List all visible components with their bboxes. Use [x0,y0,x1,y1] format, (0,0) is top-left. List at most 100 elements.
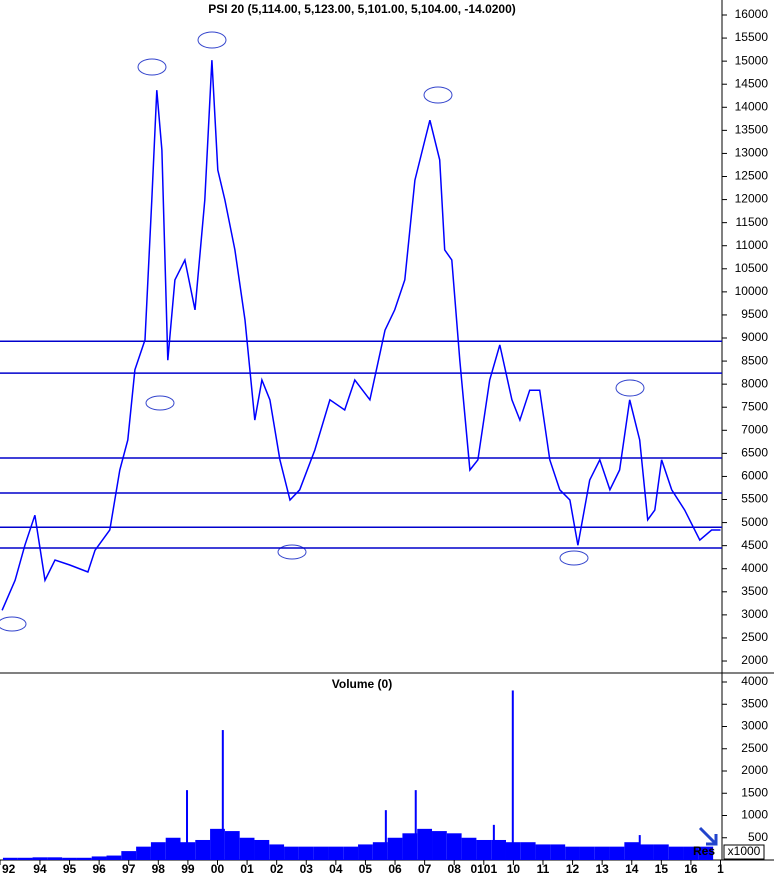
bull-icon [277,544,307,560]
volume-bar [358,844,373,860]
volume-bar [2,857,18,860]
y-tick-label: 5500 [741,492,768,506]
chart-title: PSI 20 (5,114.00, 5,123.00, 5,101.00, 5,… [208,2,516,16]
volume-bar [195,839,211,860]
y-tick-label: 4500 [741,538,768,552]
x-tick-label: 97 [122,862,136,876]
x-tick-label: 05 [359,862,373,876]
volume-bar [47,857,63,860]
x-tick-label: 00 [211,862,225,876]
bull-icon [145,395,175,411]
volume-bar [165,837,181,860]
x-tick-label: 03 [300,862,314,876]
volume-bar [254,839,270,860]
x-tick-label: 94 [33,862,47,876]
y-tick-label: 7500 [741,399,768,413]
bear-icon [137,58,167,76]
volume-bar [461,837,477,860]
x-tick-label: 06 [388,862,402,876]
y-tick-label: 9000 [741,330,768,344]
volume-bar [446,833,462,860]
volume-bar [414,790,417,860]
y-tick-label: 3500 [741,696,768,710]
volume-bar [269,844,285,860]
x-tick-label: 10 [507,862,521,876]
volume-bar [432,831,447,860]
x-tick-label: 04 [329,862,343,876]
chart-title: Volume (0) [332,677,392,691]
volume-bar [224,831,240,860]
y-tick-label: 5000 [741,515,768,529]
y-tick-label: 3000 [741,719,768,733]
y-tick-label: 13500 [735,123,769,137]
x-tick-label: 96 [92,862,106,876]
volume-bar [639,844,654,860]
y-tick-label: 4000 [741,674,768,688]
x-tick-label: 02 [270,862,284,876]
volume-bar [594,846,610,860]
x-tick-label: 98 [152,862,166,876]
volume-bar [328,846,344,860]
volume-bar [121,851,137,860]
x-tick-label: 16 [684,862,698,876]
x-tick-label: 01 [240,862,254,876]
y-tick-label: 11500 [736,215,769,229]
volume-bar [387,837,403,860]
y-tick-label: 13000 [735,146,769,160]
x-tick-label: 99 [181,862,195,876]
volume-bar [638,835,641,860]
x-tick-label: 14 [625,862,639,876]
bear-icon [197,31,227,49]
x-tick-label: 07 [418,862,432,876]
volume-bar [239,837,255,860]
volume-bar [520,842,536,860]
volume-bar [653,844,669,860]
y-tick-label: 8000 [741,376,768,390]
volume-bar [579,846,595,860]
bull-icon [559,550,589,566]
price-line [1,60,721,611]
y-tick-label: 2500 [741,630,768,644]
unit-label: x1000 [728,844,761,858]
bull-icon [0,616,27,632]
y-tick-label: 6000 [741,469,768,483]
y-tick-label: 12000 [735,192,769,206]
volume-bar [17,857,33,860]
arrow-icon [698,826,718,846]
volume-bar [62,857,77,860]
y-tick-label: 8500 [741,353,768,367]
volume-bar [609,846,625,860]
y-tick-label: 15000 [735,53,769,67]
annotation: Res [693,844,715,858]
y-tick-label: 1500 [741,785,768,799]
volume-bar [668,846,684,860]
volume-bar [372,842,388,860]
x-tick-label: 15 [655,862,669,876]
volume-bar [106,855,122,860]
y-tick-label: 2000 [741,653,768,667]
x-tick-label: 1 [717,862,724,876]
y-tick-label: 2500 [741,741,768,755]
y-tick-label: 3500 [741,584,768,598]
volume-bar [384,810,387,860]
y-tick-label: 11000 [736,238,769,252]
volume-bar [511,690,514,860]
x-tick-label: 11 [537,862,550,876]
y-tick-label: 1000 [741,808,768,822]
volume-bar [210,828,225,860]
y-tick-label: 14000 [735,99,769,113]
volume-bar [313,846,329,860]
volume-bar [492,824,495,860]
x-tick-label: 0101 [470,862,497,876]
volume-bar [32,857,48,860]
volume-bar [698,846,714,860]
y-tick-label: 500 [748,830,768,844]
bear-icon [615,379,645,397]
volume-bar [402,833,418,860]
y-tick-label: 2000 [741,763,768,777]
volume-bar [150,842,166,860]
y-tick-label: 12500 [735,169,769,183]
y-tick-label: 15500 [735,30,769,44]
